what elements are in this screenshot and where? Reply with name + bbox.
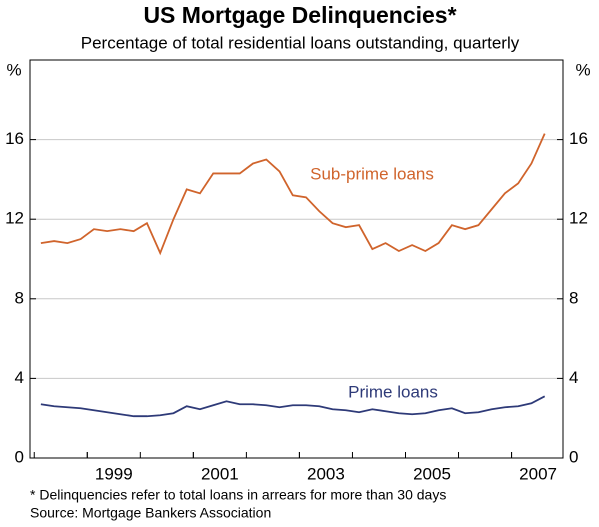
series-line <box>40 133 546 256</box>
y2-tick-label: 8 <box>569 288 578 307</box>
y2-axis-label: % <box>575 60 590 79</box>
x-tick-label: 2001 <box>201 464 239 483</box>
y-tick-label: 16 <box>5 129 24 148</box>
y-tick-label: 12 <box>5 209 24 228</box>
footnote: * Delinquencies refer to total loans in … <box>30 487 446 503</box>
x-tick-label: 2003 <box>307 464 345 483</box>
y-tick-label: 8 <box>15 288 24 307</box>
x-tick-label: 2005 <box>413 464 451 483</box>
plot-frame <box>29 59 564 459</box>
series-label: Prime loans <box>348 382 438 401</box>
y-axis-label: % <box>6 60 21 79</box>
chart-subtitle: Percentage of total residential loans ou… <box>81 33 520 52</box>
series-line <box>40 395 546 418</box>
series-label: Sub-prime loans <box>310 164 434 183</box>
y2-tick-label: 16 <box>569 129 588 148</box>
chart-title: US Mortgage Delinquencies* <box>143 2 456 28</box>
x-tick-label: 1999 <box>95 464 133 483</box>
y2-tick-label: 4 <box>569 368 578 387</box>
y2-tick-label: 12 <box>569 209 588 228</box>
source: Source: Mortgage Bankers Association <box>30 505 271 521</box>
x-tick-label: 2007 <box>519 464 557 483</box>
y-tick-label: 4 <box>15 368 24 387</box>
y2-tick-label: 0 <box>569 447 578 466</box>
y-tick-label: 0 <box>15 447 24 466</box>
